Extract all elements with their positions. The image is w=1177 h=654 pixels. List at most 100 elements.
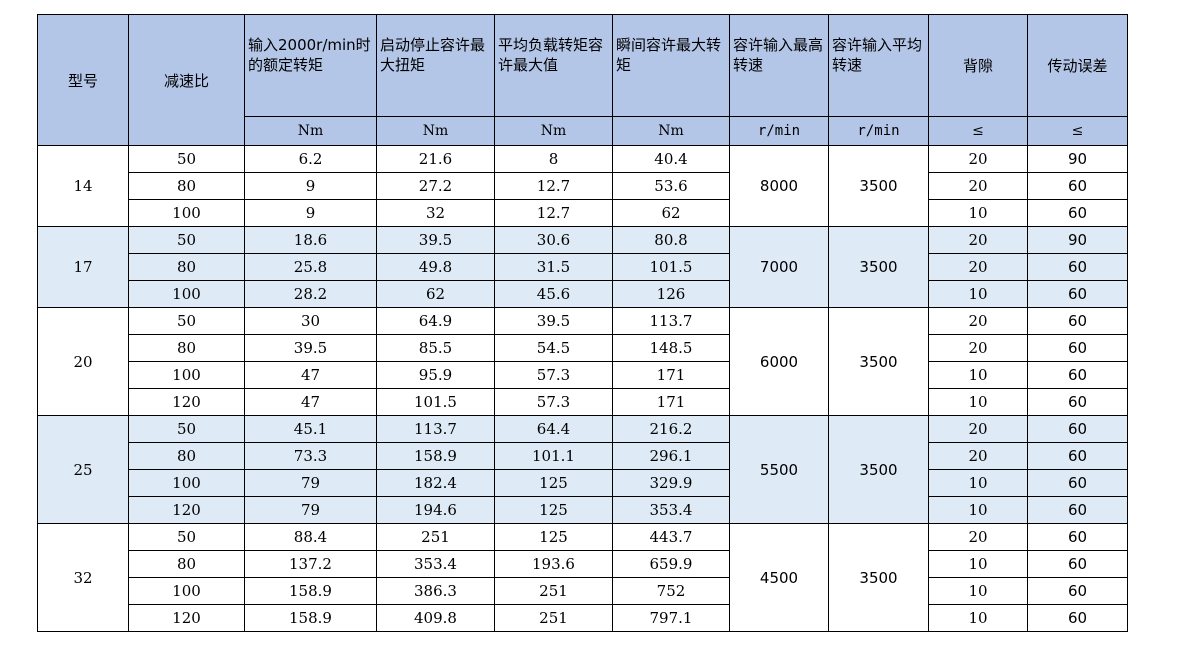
cell-start-stop-torque: 95.9 [376, 361, 495, 389]
table-row: 80 25.8 49.8 31.5 101.5 20 60 [38, 253, 1128, 281]
header-transmission-error: 传动误差 [1027, 14, 1128, 117]
cell-backlash: 20 [928, 415, 1028, 443]
cell-start-stop-torque: 62 [376, 280, 495, 308]
cell-instant-torque: 216.2 [612, 415, 730, 443]
cell-backlash: 10 [928, 577, 1028, 605]
cell-model: 20 [37, 307, 129, 416]
cell-rated-torque: 30 [244, 307, 377, 335]
cell-instant-torque: 80.8 [612, 226, 730, 254]
cell-transmission-error: 60 [1027, 496, 1128, 524]
cell-avg-load-torque: 39.5 [494, 307, 613, 335]
header-max-input-speed: 容许输入最高转速 [729, 14, 829, 117]
header-avg-input-speed: 容许输入平均转速 [828, 14, 929, 117]
header-avg-load-torque: 平均负载转矩容许最大值 [494, 14, 613, 117]
cell-rated-torque: 9 [244, 199, 377, 227]
table-row: 100 79 182.4 125 329.9 10 60 [38, 469, 1128, 497]
table-header: 型号 减速比 输入2000r/min时的额定转矩 启动停止容许最大扭矩 平均负载… [37, 14, 1128, 146]
unit-start-stop-torque: Nm [376, 116, 495, 146]
cell-avg-load-torque: 251 [494, 577, 613, 605]
cell-backlash: 10 [928, 604, 1028, 632]
cell-max-input-speed: 7000 [729, 226, 829, 308]
cell-rated-torque: 88.4 [244, 523, 377, 551]
cell-transmission-error: 60 [1027, 253, 1128, 281]
table-row: 20 50 30 64.9 39.5 113.7 6000 3500 20 60 [37, 307, 1128, 416]
cell-start-stop-torque: 182.4 [376, 469, 495, 497]
table-body: 14 50 6.2 21.6 8 40.4 8000 3500 20 90 80 9 27.2 12.7 5… [37, 145, 1128, 632]
cell-transmission-error: 60 [1027, 388, 1128, 416]
cell-rated-torque: 18.6 [244, 226, 377, 254]
cell-avg-load-torque: 45.6 [494, 280, 613, 308]
cell-ratio: 100 [128, 280, 245, 308]
cell-start-stop-torque: 49.8 [376, 253, 495, 281]
cell-avg-load-torque: 12.7 [494, 172, 613, 200]
header-ratio: 减速比 [128, 14, 245, 146]
cell-avg-load-torque: 125 [494, 523, 613, 551]
cell-avg-load-torque: 125 [494, 469, 613, 497]
cell-transmission-error: 60 [1027, 469, 1128, 497]
cell-max-input-speed: 4500 [729, 523, 829, 632]
cell-ratio: 100 [128, 577, 245, 605]
unit-rated-torque: Nm [244, 116, 377, 146]
cell-transmission-error: 60 [1027, 550, 1128, 578]
header-instant-torque: 瞬间容许最大转矩 [612, 14, 730, 117]
cell-start-stop-torque: 353.4 [376, 550, 495, 578]
cell-transmission-error: 60 [1027, 334, 1128, 362]
cell-rated-torque: 47 [244, 361, 377, 389]
cell-instant-torque: 659.9 [612, 550, 730, 578]
table-row: 120 47 101.5 57.3 171 10 60 [38, 388, 1128, 416]
cell-avg-load-torque: 193.6 [494, 550, 613, 578]
table-row: 14 50 6.2 21.6 8 40.4 8000 3500 20 90 [37, 145, 1128, 227]
cell-max-input-speed: 8000 [729, 145, 829, 227]
cell-backlash: 10 [928, 280, 1028, 308]
cell-rated-torque: 158.9 [244, 604, 377, 632]
cell-backlash: 20 [928, 307, 1028, 335]
cell-avg-input-speed: 3500 [828, 226, 929, 308]
table-row: 80 73.3 158.9 101.1 296.1 20 60 [38, 442, 1128, 470]
header-start-stop-torque: 启动停止容许最大扭矩 [376, 14, 495, 117]
cell-backlash: 20 [928, 442, 1028, 470]
spec-table: 型号 减速比 输入2000r/min时的额定转矩 启动停止容许最大扭矩 平均负载… [37, 14, 1128, 632]
cell-instant-torque: 148.5 [612, 334, 730, 362]
cell-ratio: 50 [128, 415, 245, 443]
unit-backlash: ≤ [928, 116, 1028, 146]
cell-transmission-error: 60 [1027, 307, 1128, 335]
cell-instant-torque: 113.7 [612, 307, 730, 335]
cell-model: 32 [37, 523, 129, 632]
cell-ratio: 50 [128, 226, 245, 254]
table-row: 100 158.9 386.3 251 752 10 60 [38, 577, 1128, 605]
cell-backlash: 20 [928, 334, 1028, 362]
cell-rated-torque: 45.1 [244, 415, 377, 443]
cell-avg-load-torque: 64.4 [494, 415, 613, 443]
cell-instant-torque: 62 [612, 199, 730, 227]
cell-rated-torque: 73.3 [244, 442, 377, 470]
cell-transmission-error: 90 [1027, 226, 1128, 254]
cell-transmission-error: 90 [1027, 145, 1128, 173]
cell-model: 14 [37, 145, 129, 227]
cell-avg-load-torque: 125 [494, 496, 613, 524]
header-model: 型号 [37, 14, 129, 146]
cell-ratio: 120 [128, 604, 245, 632]
cell-transmission-error: 60 [1027, 172, 1128, 200]
cell-ratio: 100 [128, 199, 245, 227]
table-row: 100 28.2 62 45.6 126 10 60 [38, 280, 1128, 308]
cell-rated-torque: 47 [244, 388, 377, 416]
cell-start-stop-torque: 409.8 [376, 604, 495, 632]
unit-avg-load-torque: Nm [494, 116, 613, 146]
cell-start-stop-torque: 21.6 [376, 145, 495, 173]
table-row: 100 47 95.9 57.3 171 10 60 [38, 361, 1128, 389]
cell-ratio: 100 [128, 469, 245, 497]
cell-rated-torque: 25.8 [244, 253, 377, 281]
cell-rated-torque: 79 [244, 496, 377, 524]
cell-avg-load-torque: 57.3 [494, 388, 613, 416]
cell-ratio: 50 [128, 307, 245, 335]
table-row: 100 9 32 12.7 62 10 60 [38, 199, 1128, 227]
header-rated-torque: 输入2000r/min时的额定转矩 [244, 14, 377, 117]
cell-transmission-error: 60 [1027, 604, 1128, 632]
cell-instant-torque: 171 [612, 361, 730, 389]
cell-avg-load-torque: 12.7 [494, 199, 613, 227]
cell-rated-torque: 79 [244, 469, 377, 497]
cell-rated-torque: 39.5 [244, 334, 377, 362]
cell-avg-input-speed: 3500 [828, 307, 929, 416]
cell-rated-torque: 9 [244, 172, 377, 200]
cell-max-input-speed: 6000 [729, 307, 829, 416]
